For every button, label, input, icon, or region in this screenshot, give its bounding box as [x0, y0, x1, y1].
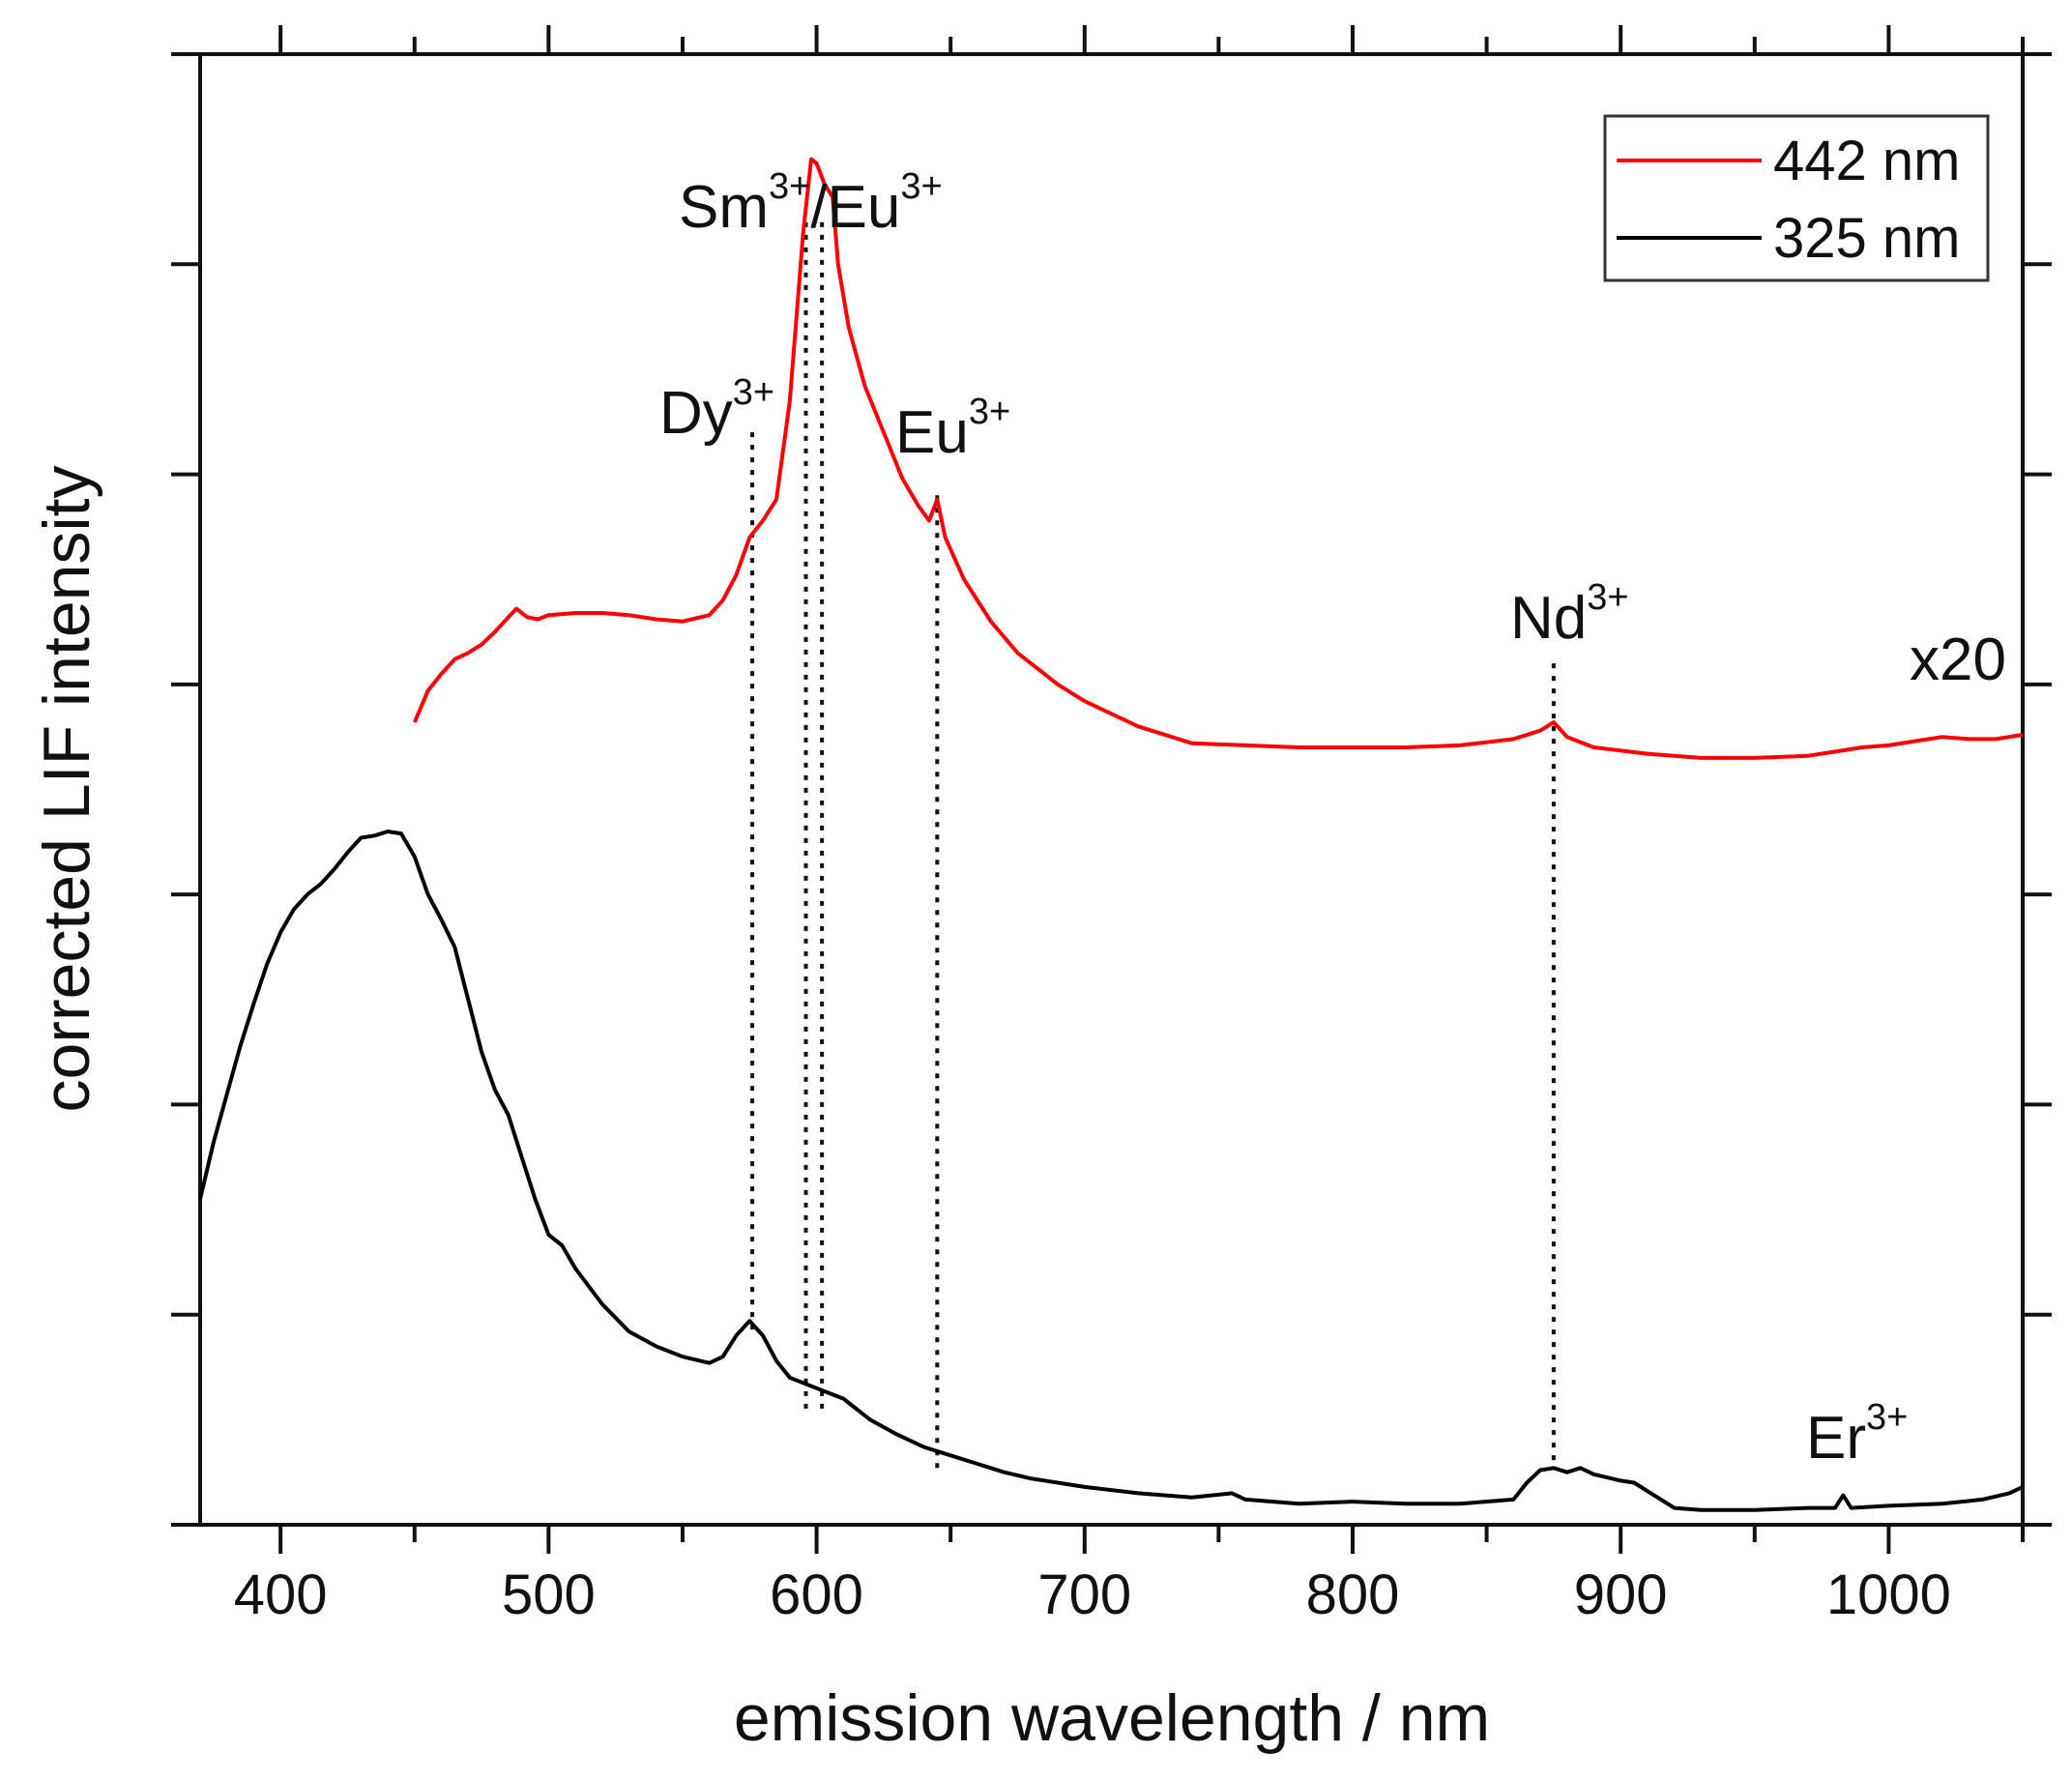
annotation-lines [750, 221, 1556, 1473]
legend-label-325: 325 nm [1773, 207, 1960, 270]
x-tick-label-500: 500 [502, 1563, 596, 1626]
x-tick-label-900: 900 [1574, 1563, 1668, 1626]
legend: 442 nm 325 nm [1603, 114, 1990, 282]
annotation-sm-eu: Sm3+/Eu3+ [679, 166, 943, 241]
y-axis-ticks [171, 52, 2052, 1527]
annotation-eu-b-base: Eu [895, 399, 969, 466]
plot-frame [198, 52, 2025, 1527]
annotation-sm-sup: 3+ [769, 166, 810, 207]
series-line-325-nm [198, 830, 2024, 1512]
x-tick-label-400: 400 [234, 1563, 328, 1626]
annotation-eu-a-base: /Eu [810, 174, 900, 241]
annotation-eu-b-sup: 3+ [969, 392, 1010, 432]
annotation-nd-sup: 3+ [1587, 577, 1628, 618]
x-tick-label-700: 700 [1037, 1563, 1131, 1626]
annotation-dy-sup: 3+ [733, 372, 774, 413]
annotation-eu-a-sup: 3+ [900, 166, 942, 207]
annotation-dy: Dy3+ [659, 372, 774, 447]
legend-box [1603, 114, 1990, 282]
x-axis-tick-labels: 400 500 600 700 800 900 1000 [234, 1563, 1951, 1626]
x-tick-label-1000: 1000 [1826, 1563, 1951, 1626]
annotation-nd: Nd3+ [1510, 577, 1629, 652]
annotation-er: Er3+ [1806, 1397, 1908, 1472]
series-group [198, 157, 2024, 1512]
x-tick-label-600: 600 [770, 1563, 863, 1626]
annotation-nd-base: Nd [1510, 585, 1587, 652]
legend-label-442: 442 nm [1773, 130, 1960, 192]
multiplier-label: x20 [1910, 627, 2006, 693]
annotation-er-sup: 3+ [1866, 1397, 1908, 1438]
series-line-442-nm [412, 157, 2024, 760]
annotation-eu: Eu3+ [895, 392, 1010, 466]
x-tick-label-800: 800 [1306, 1563, 1400, 1626]
y-axis-title: corrected LIF intensity [30, 466, 103, 1113]
annotation-er-base: Er [1806, 1405, 1866, 1472]
x-axis-ticks [278, 25, 2025, 1554]
annotation-sm-base: Sm [679, 174, 769, 241]
annotation-dy-base: Dy [659, 380, 733, 447]
x-axis-title: emission wavelength / nm [734, 1681, 1490, 1755]
